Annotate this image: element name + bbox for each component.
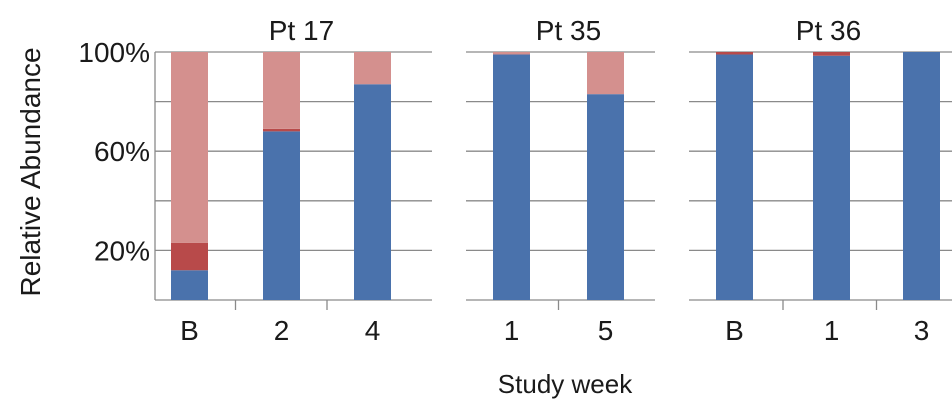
bar-segment (263, 128, 300, 132)
bar-segment (354, 52, 391, 85)
bar-segment (171, 242, 208, 271)
bar-segment (587, 94, 624, 300)
x-tick-label: 1 (824, 315, 840, 346)
bar-segment (716, 52, 753, 55)
x-tick-label: 1 (504, 315, 520, 346)
x-tick-label: 5 (598, 315, 614, 346)
x-axis-label: Study week (498, 369, 633, 399)
y-axis-label: Relative Abundance (15, 47, 46, 296)
bar-segment (171, 270, 208, 300)
y-tick-label: 20% (94, 235, 150, 266)
bar-segment (493, 54, 530, 301)
panel-title: Pt 35 (536, 15, 601, 46)
panel-title: Pt 17 (269, 15, 334, 46)
bar-segment (263, 52, 300, 129)
bar-segment (716, 54, 753, 301)
bar-segment (903, 52, 940, 300)
y-tick-label: 100% (78, 37, 150, 68)
y-tick-label: 60% (94, 136, 150, 167)
panel-title: Pt 36 (796, 15, 861, 46)
x-tick-label: B (725, 315, 744, 346)
bar-segment (493, 52, 530, 55)
x-tick-label: 2 (274, 315, 290, 346)
x-tick-label: 3 (914, 315, 930, 346)
x-tick-label: 4 (365, 315, 381, 346)
bar-segment (263, 131, 300, 300)
x-tick-label: B (180, 315, 199, 346)
bar-segment (813, 55, 850, 300)
bar-segment (354, 84, 391, 301)
bar-segment (587, 52, 624, 95)
bar-segment (171, 52, 208, 243)
bar-segment (813, 52, 850, 56)
